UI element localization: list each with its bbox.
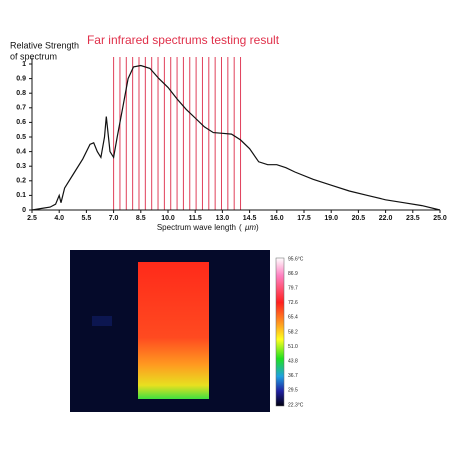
x-tick-label: 14.5 [243, 215, 257, 222]
y-tick-label: 1 [22, 61, 26, 68]
y-tick-label: 0.5 [16, 134, 26, 141]
x-tick-label: 16.0 [270, 215, 284, 222]
scale-label: 36.7 [288, 373, 298, 379]
x-tick-label: 25.0 [433, 215, 447, 222]
x-tick-label: 13.0 [216, 215, 230, 222]
y-tick-label: 0.7 [16, 105, 26, 112]
thermal-background-spot [92, 316, 112, 326]
scale-label: 95.6°C [288, 256, 304, 262]
x-tick-label: 7.0 [109, 215, 119, 222]
x-tick-label: 23.5 [406, 215, 420, 222]
y-tick-label: 0.9 [16, 75, 26, 82]
x-tick-label: 11.5 [189, 215, 202, 222]
y-tick-label: 0 [22, 207, 26, 214]
x-tick-label: 17.5 [297, 215, 311, 222]
scale-label: 51.0 [288, 344, 298, 350]
x-axis-unit: μm [244, 223, 256, 232]
y-tick-label: 0.6 [16, 119, 26, 126]
y-tick-label: 0.8 [16, 90, 26, 97]
scale-label: 86.9 [288, 271, 298, 277]
y-axis-label: of spectrum [10, 51, 57, 61]
scale-label: 22.3°C [288, 402, 304, 408]
y-tick-label: 0.2 [16, 178, 26, 185]
x-tick-label: 4.0 [54, 215, 64, 222]
y-tick-label: 0.3 [16, 163, 26, 170]
color-scale [275, 257, 285, 407]
x-tick-label: 22.0 [379, 215, 393, 222]
thermal-object [138, 262, 209, 399]
paren: ) [256, 223, 259, 232]
x-tick-label: 10.0 [161, 215, 175, 222]
scale-label: 43.8 [288, 359, 298, 365]
x-axis-label: Spectrum wave length [157, 223, 236, 232]
scale-label: 72.6 [288, 300, 298, 306]
scale-label: 65.4 [288, 315, 298, 321]
scale-label: 79.7 [288, 286, 298, 292]
x-tick-label: 5.5 [82, 215, 92, 222]
x-tick-label: 19.0 [324, 215, 338, 222]
x-tick-label: 8.5 [136, 215, 146, 222]
x-tick-label: 2.5 [27, 215, 37, 222]
y-tick-label: 0.4 [16, 148, 26, 155]
x-tick-label: 20.5 [352, 215, 366, 222]
spectrum-line [31, 64, 441, 211]
chart-title: Far infrared spectrums testing result [87, 33, 280, 47]
scale-label: 58.2 [288, 329, 298, 335]
y-tick-label: 0.1 [16, 192, 26, 199]
y-axis-label: Relative Strength [10, 40, 79, 50]
scale-label: 29.5 [288, 388, 298, 394]
paren: ( [239, 223, 242, 232]
